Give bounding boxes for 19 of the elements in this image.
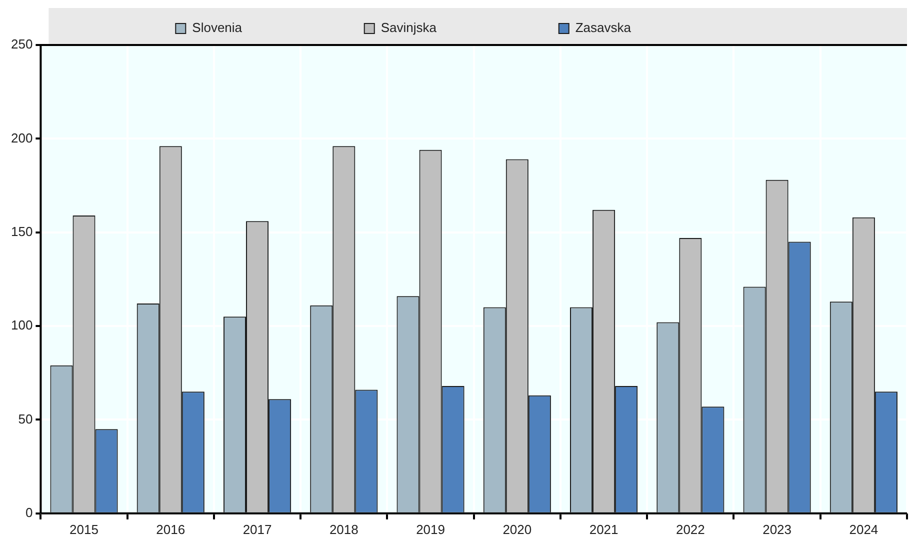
x-tick-label: 2021 [589, 522, 618, 537]
y-tick-label: 250 [10, 36, 33, 52]
x-tick-label: 2024 [849, 522, 878, 537]
legend-label: Slovenia [192, 20, 350, 36]
y-tick-label: 50 [18, 411, 33, 426]
y-tick-label: 200 [10, 130, 33, 146]
x-tick-label: 2020 [502, 522, 532, 537]
y-tick-label: 0 [25, 504, 33, 520]
y-tick-label: 100 [10, 318, 33, 333]
x-tick-label: 2022 [676, 522, 705, 537]
legend-label: Zasavska [575, 20, 740, 36]
legend-label: Savinjska [380, 20, 545, 36]
x-tick-label: 2017 [242, 522, 272, 537]
y-tick-label: 150 [10, 224, 33, 239]
x-tick-label: 2019 [416, 522, 445, 537]
x-tick-label: 2023 [762, 522, 792, 537]
x-tick-label: 2016 [156, 522, 186, 537]
x-tick-label: 2018 [329, 522, 358, 537]
x-tick-label: 2015 [70, 522, 98, 537]
